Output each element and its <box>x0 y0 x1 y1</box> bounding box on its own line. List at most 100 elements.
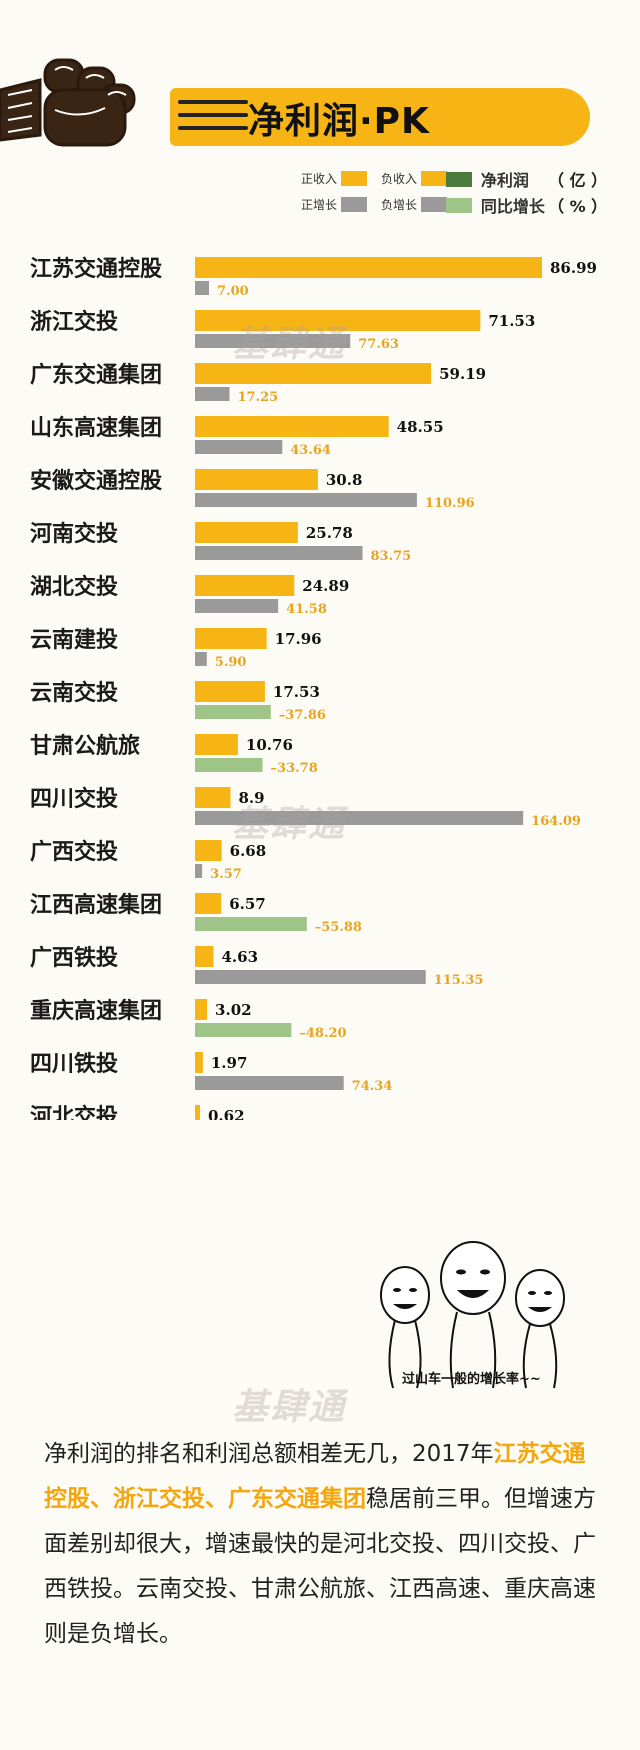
legend-swatch <box>446 171 472 187</box>
profit-value-label: 17.96 <box>275 630 322 648</box>
legend-swatch <box>446 197 472 213</box>
meme-faces-illustration <box>380 1241 565 1389</box>
growth-value-label: –37.86 <box>279 708 326 723</box>
growth-value-label: 43.64 <box>290 443 331 458</box>
growth-bar <box>195 493 417 507</box>
category-label: 广西铁投 <box>30 945 118 971</box>
category-label: 云南交投 <box>30 680 118 706</box>
growth-value-label: 41.58 <box>286 602 327 617</box>
growth-value-label: –55.88 <box>315 920 362 935</box>
legend-label: 正收入 <box>301 172 338 186</box>
category-label: 河南交投 <box>30 521 118 547</box>
legend-yoy-growth: 同比增长 <box>446 193 545 217</box>
category-label: 湖北交投 <box>30 574 118 600</box>
growth-bar <box>195 599 279 613</box>
summary-text-part2: 稳居前三甲。但增速方面差别却很大，增速最快的是河北交投、四川交投、广西铁投。云南… <box>44 1486 596 1647</box>
legend-swatch <box>340 197 367 212</box>
profit-value-label: 86.99 <box>550 259 597 277</box>
summary-highlight: 江苏交通控股、浙江交投、广东交通集团 <box>44 1441 586 1512</box>
legend-swatch <box>340 171 367 186</box>
growth-value-label: 5.90 <box>215 655 247 670</box>
growth-bar <box>195 864 203 878</box>
growth-value-label: 115.35 <box>434 973 484 988</box>
profit-bar <box>195 681 265 702</box>
growth-bar <box>195 705 271 719</box>
growth-bar <box>195 1023 292 1037</box>
page-title: 净利润·PK <box>248 101 430 142</box>
profit-bar <box>195 575 295 596</box>
profit-bar <box>195 469 318 490</box>
growth-bar <box>195 440 283 454</box>
title-decoration <box>178 100 248 136</box>
growth-bar <box>195 1076 344 1090</box>
growth-bar <box>195 334 351 348</box>
category-label: 广西交投 <box>30 839 118 865</box>
profit-bar <box>195 628 267 649</box>
category-label: 河北交投 <box>30 1104 118 1120</box>
category-label: 重庆高速集团 <box>30 998 162 1024</box>
faces-caption: 过山车一般的增长率~~ <box>402 1372 541 1387</box>
growth-value-label: 17.25 <box>238 390 279 405</box>
category-label: 四川铁投 <box>30 1051 118 1077</box>
profit-value-label: 0.62 <box>208 1107 245 1120</box>
growth-value-label: 74.34 <box>352 1079 393 1094</box>
growth-value-label: –48.20 <box>299 1026 346 1041</box>
legend-label: 负增长 <box>381 198 418 212</box>
profit-value-label: 71.53 <box>488 312 535 330</box>
profit-bar <box>195 999 208 1020</box>
profit-value-label: 4.63 <box>221 948 258 966</box>
profit-bar <box>195 787 231 808</box>
legend-negative-profit: 负收入 <box>376 170 447 187</box>
legend-label: 负收入 <box>381 172 418 186</box>
profit-bar <box>195 1052 203 1073</box>
summary-paragraph: 净利润的排名和利润总额相差无几，2017年江苏交通控股、浙江交投、广东交通集团稳… <box>44 1432 604 1657</box>
legend-negative-growth: 负增长 <box>376 196 447 213</box>
profit-value-label: 6.68 <box>230 842 267 860</box>
growth-bar <box>195 970 426 984</box>
legend-positive-profit: 正收入 <box>296 170 367 187</box>
profit-value-label: 24.89 <box>302 577 349 595</box>
legend-swatch <box>420 171 447 186</box>
growth-value-label: 83.75 <box>371 549 412 564</box>
category-label: 安徽交通控股 <box>30 468 162 494</box>
growth-bar <box>195 917 307 931</box>
growth-value-label: 164.09 <box>531 814 581 829</box>
category-label: 江西高速集团 <box>30 892 162 918</box>
profit-value-label: 59.19 <box>439 365 486 383</box>
category-label: 山东高速集团 <box>30 415 162 441</box>
profit-value-label: 48.55 <box>397 418 444 436</box>
growth-value-label: –33.78 <box>271 761 318 776</box>
category-label: 四川交投 <box>30 786 118 812</box>
watermark: 基肆通 <box>232 804 347 845</box>
legend-label: 同比增长 <box>480 197 545 216</box>
profit-bar <box>195 1105 200 1120</box>
legend-net-profit: 净利润 <box>446 167 529 191</box>
growth-value-label: 3.57 <box>210 867 242 882</box>
profit-bar <box>195 893 222 914</box>
profit-value-label: 6.57 <box>229 895 266 913</box>
profit-bar <box>195 734 238 755</box>
profit-value-label: 25.78 <box>306 524 353 542</box>
watermark: 基肆通 <box>232 1387 347 1428</box>
growth-bar <box>195 281 209 295</box>
legend-label: 净利润 <box>480 171 529 190</box>
legend-positive-growth: 正增长 <box>296 196 367 213</box>
growth-bar <box>195 387 230 401</box>
summary-text-part1: 净利润的排名和利润总额相差无几，2017年 <box>44 1441 494 1467</box>
growth-value-label: 110.96 <box>425 496 475 511</box>
legend-swatch <box>420 197 447 212</box>
profit-bar <box>195 946 214 967</box>
growth-bar <box>195 811 524 825</box>
growth-bar <box>195 546 363 560</box>
title-banner <box>170 88 590 146</box>
fist-icon <box>0 58 136 147</box>
profit-bar <box>195 522 298 543</box>
profit-bar <box>195 363 432 384</box>
growth-value-label: 7.00 <box>217 284 249 299</box>
watermark: 基肆通 <box>232 324 347 365</box>
category-label: 广东交通集团 <box>30 362 162 388</box>
category-label: 江苏交通控股 <box>30 256 162 282</box>
profit-bar <box>195 840 222 861</box>
category-label: 甘肃公航旅 <box>30 733 140 759</box>
profit-value-label: 17.53 <box>273 683 320 701</box>
